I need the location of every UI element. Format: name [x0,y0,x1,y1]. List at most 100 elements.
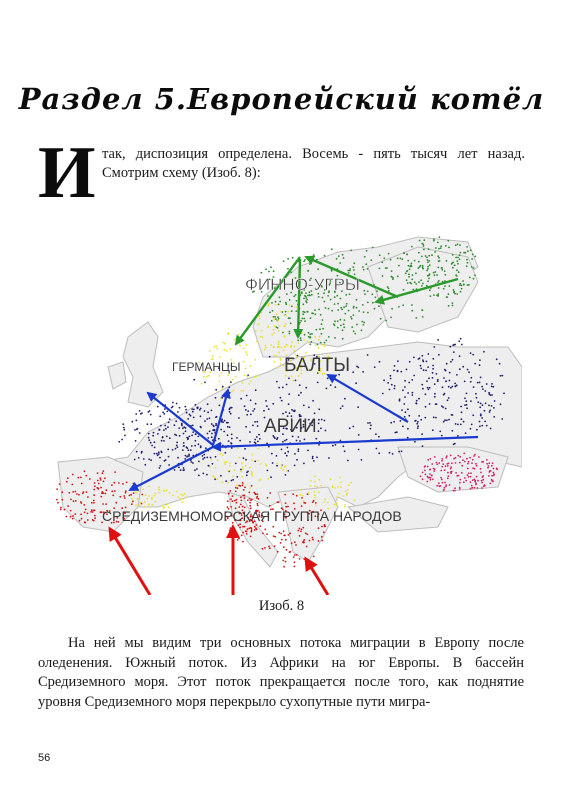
population-dot [445,296,448,298]
population-dot [388,451,391,454]
population-dot [182,432,185,435]
population-dot [266,405,268,408]
population-dot [405,368,408,371]
population-dot [278,296,281,299]
population-dot [158,491,161,494]
population-dot [181,501,184,503]
population-dot [63,508,66,511]
population-dot [327,361,329,363]
population-dot [135,413,138,415]
population-dot [314,475,316,478]
population-dot [201,455,204,457]
population-dot [194,469,196,472]
population-dot [445,260,448,262]
population-dot [472,414,475,417]
population-dot [314,480,316,483]
label-germans: ГЕРМАНЦЫ [172,360,241,374]
population-dot [347,282,349,285]
population-dot [299,489,301,491]
population-dot [327,295,329,297]
population-dot [199,407,202,410]
population-dot [486,459,488,461]
population-dot [415,272,417,275]
population-dot [216,478,219,480]
population-dot [392,278,394,280]
population-dot [427,265,429,268]
population-dot [216,348,219,350]
population-dot [447,293,450,296]
population-dot [323,372,326,375]
population-dot [369,427,372,430]
population-dot [256,504,259,507]
population-dot [228,465,231,467]
population-dot [257,447,260,450]
population-dot [296,354,299,357]
population-dot [153,446,156,449]
population-dot [255,436,258,438]
population-dot [221,418,224,421]
population-dot [219,356,222,358]
population-dot [239,503,242,506]
population-dot [253,290,255,293]
population-dot [241,517,244,519]
population-dot [471,486,474,489]
population-dot [225,349,228,352]
population-dot [455,472,457,474]
population-dot [60,506,62,509]
population-dot [253,520,256,523]
population-dot [114,471,116,473]
population-dot [390,275,393,278]
population-dot [312,399,314,402]
population-dot [362,266,364,268]
population-dot [224,463,227,465]
population-dot [134,429,136,431]
population-dot [355,306,358,309]
population-dot [279,300,282,303]
population-dot [124,434,126,437]
population-dot [449,471,452,473]
population-dot [345,494,348,496]
population-dot [123,497,126,499]
population-dot [248,527,251,530]
population-dot [485,383,488,385]
population-dot [316,355,318,358]
label-finno-ugric: ФИННО-УГРЫ [245,275,360,294]
population-dot [348,293,351,296]
population-dot [445,380,447,383]
population-dot [191,408,194,410]
population-dot [466,284,469,286]
population-dot [156,405,159,408]
population-dot [426,259,429,261]
population-dot [254,389,257,392]
population-dot [224,342,226,345]
population-dot [260,514,263,517]
population-dot [391,453,394,455]
population-dot [158,486,160,489]
population-dot [113,521,115,524]
population-dot [210,458,213,461]
population-dot [432,367,434,370]
population-dot [463,460,466,463]
population-dot [224,519,227,521]
population-dot [285,516,287,519]
population-dot [332,444,334,447]
population-dot [482,475,484,477]
population-dot [230,437,233,440]
population-dot [427,476,430,479]
population-dot [444,273,447,276]
population-dot [337,309,340,311]
population-dot [284,474,287,476]
population-dot [300,331,303,334]
population-dot [182,467,185,469]
population-dot [235,501,238,504]
population-dot [328,358,331,361]
population-dot [196,468,198,470]
population-dot [211,432,213,435]
population-dot [148,495,150,497]
population-dot [226,517,229,520]
population-dot [259,478,262,480]
population-dot [153,452,156,455]
population-dot [168,464,171,466]
population-dot [65,515,68,518]
population-dot [309,279,311,281]
